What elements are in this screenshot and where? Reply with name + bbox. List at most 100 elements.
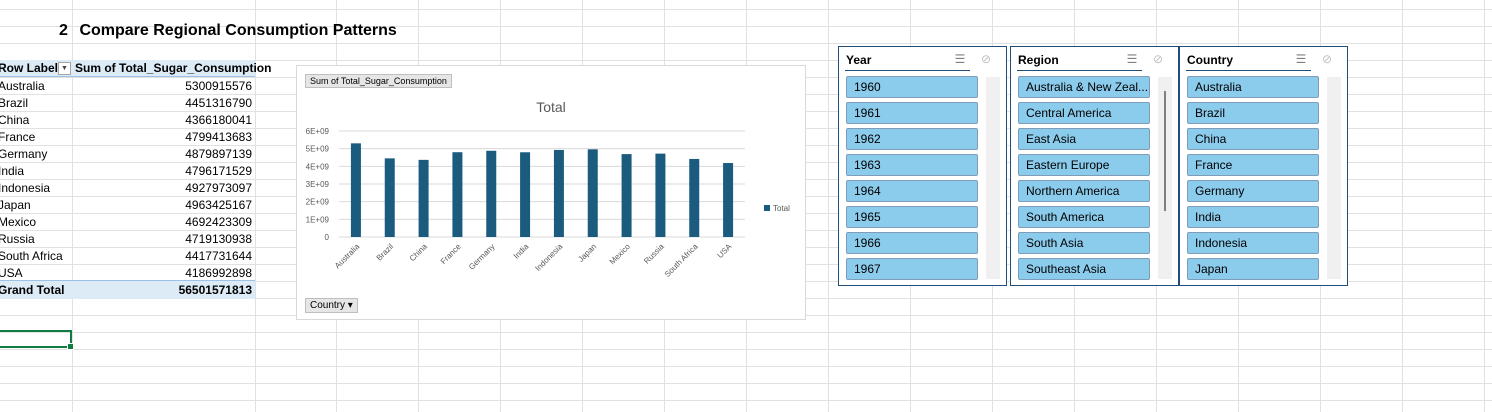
slicer-item[interactable]: Japan [1187, 258, 1319, 280]
slicer-country[interactable]: Country ☰ ⊘ Australia Brazil China France Germa… [1179, 46, 1348, 286]
slicer-item[interactable]: India [1187, 206, 1319, 228]
multi-select-icon[interactable]: ☰ [1295, 52, 1307, 66]
bar [587, 149, 598, 237]
y-tick-label: 0 [325, 233, 330, 242]
bar [655, 153, 666, 237]
slicer-item[interactable]: Germany [1187, 180, 1319, 202]
pivot-chart[interactable]: Sum of Total_Sugar_Consumption Total 0 1E+… [296, 65, 806, 320]
slicer-scrollbar[interactable] [1158, 77, 1172, 279]
slicer-item[interactable]: 1962 [846, 128, 978, 150]
grand-total-value: 56501571813 [178, 283, 252, 297]
y-tick-label: 3E+09 [306, 180, 330, 189]
slicer-item[interactable]: 1963 [846, 154, 978, 176]
bar [384, 158, 395, 237]
pivot-row: Mexico 4692423309 [0, 213, 255, 230]
row-labels-filter-icon[interactable]: ▼ [58, 62, 71, 75]
slicer-item[interactable]: Australia & New Zeal... [1018, 76, 1150, 98]
pivot-row: Japan 4963425167 [0, 196, 255, 213]
scroll-thumb[interactable] [1164, 91, 1166, 211]
selected-cell[interactable] [0, 330, 74, 350]
slicer-item[interactable]: Indonesia [1187, 232, 1319, 254]
slicer-scrollbar[interactable] [986, 77, 1000, 279]
x-tick-label: South Africa [663, 242, 700, 279]
clear-filter-icon[interactable]: ⊘ [1321, 52, 1333, 66]
slicer-scrollbar[interactable] [1327, 77, 1341, 279]
legend-label: Total [773, 204, 790, 213]
bar [621, 154, 632, 237]
fill-handle[interactable] [67, 343, 74, 350]
slicer-item[interactable]: France [1187, 154, 1319, 176]
pivot-row-label: South Africa [0, 249, 63, 263]
x-tick-label: China [408, 242, 430, 264]
pivot-row-value: 4417731644 [185, 249, 252, 263]
pivot-row-label: USA [0, 266, 23, 280]
bar [553, 149, 564, 237]
pivot-row-value: 4879897139 [185, 147, 252, 161]
pivot-row: Brazil 4451316790 [0, 94, 255, 111]
legend-swatch [764, 205, 770, 211]
pivot-row: South Africa 4417731644 [0, 247, 255, 264]
slicer-item[interactable]: 1965 [846, 206, 978, 228]
grand-total-label: Grand Total [0, 283, 65, 297]
slicer-item[interactable]: Australia [1187, 76, 1319, 98]
pivot-row: Russia 4719130938 [0, 230, 255, 247]
slicer-item[interactable]: South America [1018, 206, 1150, 228]
pivot-row: Australia 5300915576 [0, 77, 255, 94]
grand-total-row: Grand Total 56501571813 [0, 280, 255, 299]
x-tick-label: India [512, 242, 531, 261]
pivot-row: China 4366180041 [0, 111, 255, 128]
slicer-divider [1017, 70, 1142, 71]
pivot-row-value: 4719130938 [185, 232, 252, 246]
slicer-item[interactable]: 1964 [846, 180, 978, 202]
pivot-row-label: Brazil [0, 96, 29, 110]
pivot-header: Row Labels ▼ Sum of Total_Sugar_Consumpt… [0, 60, 271, 77]
x-tick-label: USA [715, 242, 733, 260]
y-tick-label: 2E+09 [306, 198, 330, 207]
slicer-item[interactable]: 1967 [846, 258, 978, 280]
pivot-row-value: 4796171529 [185, 164, 252, 178]
slicer-item[interactable]: Central America [1018, 102, 1150, 124]
pivot-row-value: 4963425167 [185, 198, 252, 212]
axis-field-label: Country [310, 300, 346, 311]
bar [689, 158, 700, 237]
x-tick-label: Brazil [375, 242, 396, 263]
pivot-row-value: 4186992898 [185, 266, 252, 280]
slicer-item[interactable]: East Asia [1018, 128, 1150, 150]
pivot-row-label: France [0, 130, 36, 144]
clear-filter-icon[interactable]: ⊘ [980, 52, 992, 66]
pivot-row-label: Japan [0, 198, 31, 212]
row-labels-header[interactable]: Row Labels [0, 61, 65, 75]
x-tick-label: Germany [467, 242, 497, 272]
slicer-item[interactable]: 1961 [846, 102, 978, 124]
pivot-row-value: 4927973097 [185, 181, 252, 195]
slicer-item[interactable]: Eastern Europe [1018, 154, 1150, 176]
bar [520, 152, 531, 237]
chart-title: Total [536, 99, 566, 115]
x-tick-label: Indonesia [533, 242, 564, 273]
pivot-row-value: 4799413683 [185, 130, 252, 144]
slicer-year[interactable]: Year ☰ ⊘ 1960 1961 1962 1963 1964 1965 1966 1967 [838, 46, 1007, 286]
x-tick-label: France [439, 242, 463, 266]
multi-select-icon[interactable]: ☰ [1126, 52, 1138, 66]
axis-field-button[interactable]: Country ▾ [305, 298, 358, 313]
slicer-title: Region [1018, 53, 1059, 67]
slicer-title: Country [1187, 53, 1233, 67]
slicer-item[interactable]: South Asia [1018, 232, 1150, 254]
slicer-divider [1186, 70, 1311, 71]
pivot-row-value: 4692423309 [185, 215, 252, 229]
x-tick-label: Australia [333, 242, 362, 271]
slicer-item[interactable]: Northern America [1018, 180, 1150, 202]
value-field-button[interactable]: Sum of Total_Sugar_Consumption [305, 74, 452, 88]
slicer-item[interactable]: 1966 [846, 232, 978, 254]
slicer-item[interactable]: Southeast Asia [1018, 258, 1150, 280]
multi-select-icon[interactable]: ☰ [954, 52, 966, 66]
pivot-row-value: 5300915576 [185, 79, 252, 93]
slicer-item[interactable]: Brazil [1187, 102, 1319, 124]
slicer-region[interactable]: Region ☰ ⊘ Australia & New Zeal... Central A… [1010, 46, 1179, 286]
slicer-item[interactable]: China [1187, 128, 1319, 150]
clear-filter-icon[interactable]: ⊘ [1152, 52, 1164, 66]
slicer-item[interactable]: 1960 [846, 76, 978, 98]
bar [418, 159, 429, 237]
x-tick-label: Mexico [608, 242, 633, 267]
section-number: 2 [59, 22, 68, 39]
